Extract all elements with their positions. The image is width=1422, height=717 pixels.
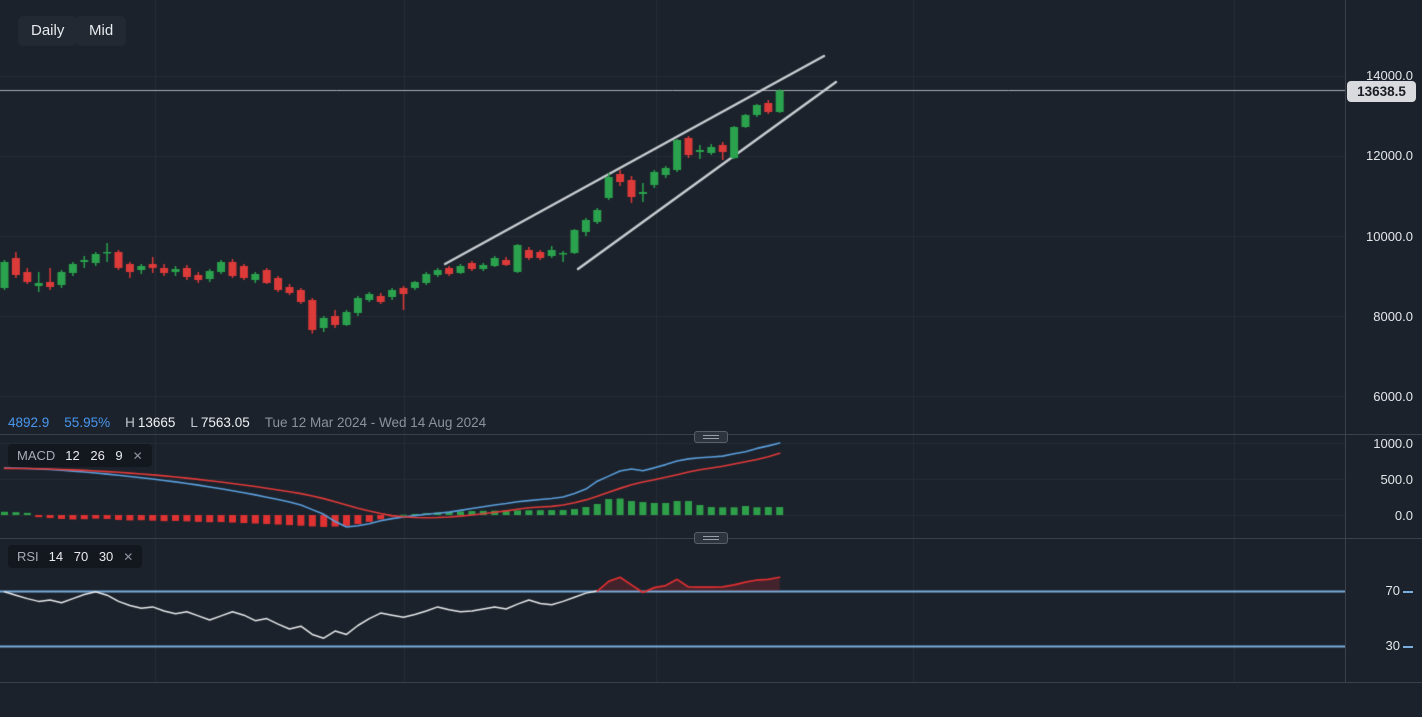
macd-indicator-label: MACD 12 26 9 ✕ xyxy=(8,444,152,467)
rsi-tick-30: 30 xyxy=(1386,638,1413,653)
macd-tick-0: 0.0 xyxy=(1394,508,1413,523)
chart-canvas[interactable] xyxy=(0,0,1345,682)
change-value: 4892.9 xyxy=(8,415,50,430)
time-axis-separator xyxy=(0,682,1422,683)
rsi-indicator-label: RSI 14 70 30 ✕ xyxy=(8,545,143,568)
macd-tick-1000: 1000.0 xyxy=(1373,436,1413,451)
last-price-badge: 13638.5 xyxy=(1347,81,1416,102)
macd-close-icon[interactable]: ✕ xyxy=(132,448,143,463)
macd-title: MACD xyxy=(17,448,56,463)
macd-tick-500: 500.0 xyxy=(1380,472,1413,487)
price-tick-10000: 10000.0 xyxy=(1366,229,1413,244)
rsi-pane-drag-handle[interactable] xyxy=(694,532,728,544)
price-tick-14000: 14000.0 xyxy=(1366,68,1413,83)
rsi-close-icon[interactable]: ✕ xyxy=(123,549,134,564)
timeframe-daily-button[interactable]: Daily xyxy=(18,16,78,46)
rsi-30-line-tick xyxy=(1403,645,1413,648)
macd-pane-drag-handle[interactable] xyxy=(694,431,728,443)
change-percent: 55.95% xyxy=(64,415,111,430)
low-value: L 7563.05 xyxy=(190,415,250,430)
time-axis[interactable]: Data is indicative 2024 Apr May Jun Jul … xyxy=(0,682,1422,717)
high-value: H 13665 xyxy=(125,415,176,430)
ohlc-info-bar: 4892.9 55.95% H 13665 L 7563.05 Tue 12 Mar… xyxy=(8,415,486,430)
rsi-70-line-tick xyxy=(1403,590,1413,593)
rsi-title: RSI xyxy=(17,549,39,564)
price-tick-8000: 8000.0 xyxy=(1373,309,1413,324)
macd-params: 12 26 9 xyxy=(65,448,123,463)
rsi-tick-70: 70 xyxy=(1386,583,1413,598)
price-axis[interactable]: 14000.0 12000.0 10000.0 8000.0 6000.0 10… xyxy=(1345,0,1422,682)
rsi-params: 14 70 30 xyxy=(48,549,114,564)
price-source-mid-button[interactable]: Mid xyxy=(76,16,127,46)
price-tick-12000: 12000.0 xyxy=(1366,148,1413,163)
price-tick-6000: 6000.0 xyxy=(1373,389,1413,404)
date-range: Tue 12 Mar 2024 - Wed 14 Aug 2024 xyxy=(264,415,487,430)
